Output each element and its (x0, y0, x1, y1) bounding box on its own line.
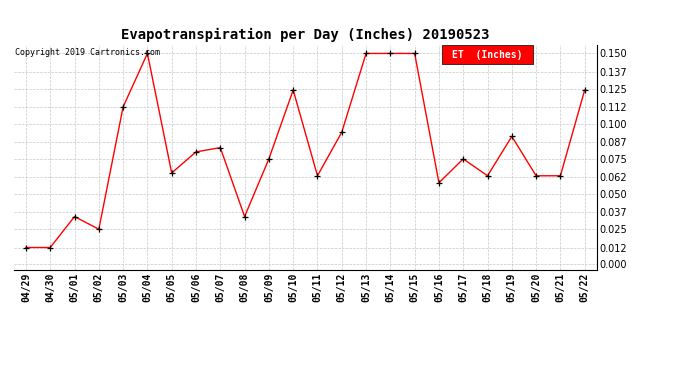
FancyBboxPatch shape (442, 45, 533, 64)
Text: ET  (Inches): ET (Inches) (452, 50, 523, 60)
Text: Copyright 2019 Cartronics.com: Copyright 2019 Cartronics.com (15, 48, 160, 57)
Title: Evapotranspiration per Day (Inches) 20190523: Evapotranspiration per Day (Inches) 2019… (121, 28, 490, 42)
